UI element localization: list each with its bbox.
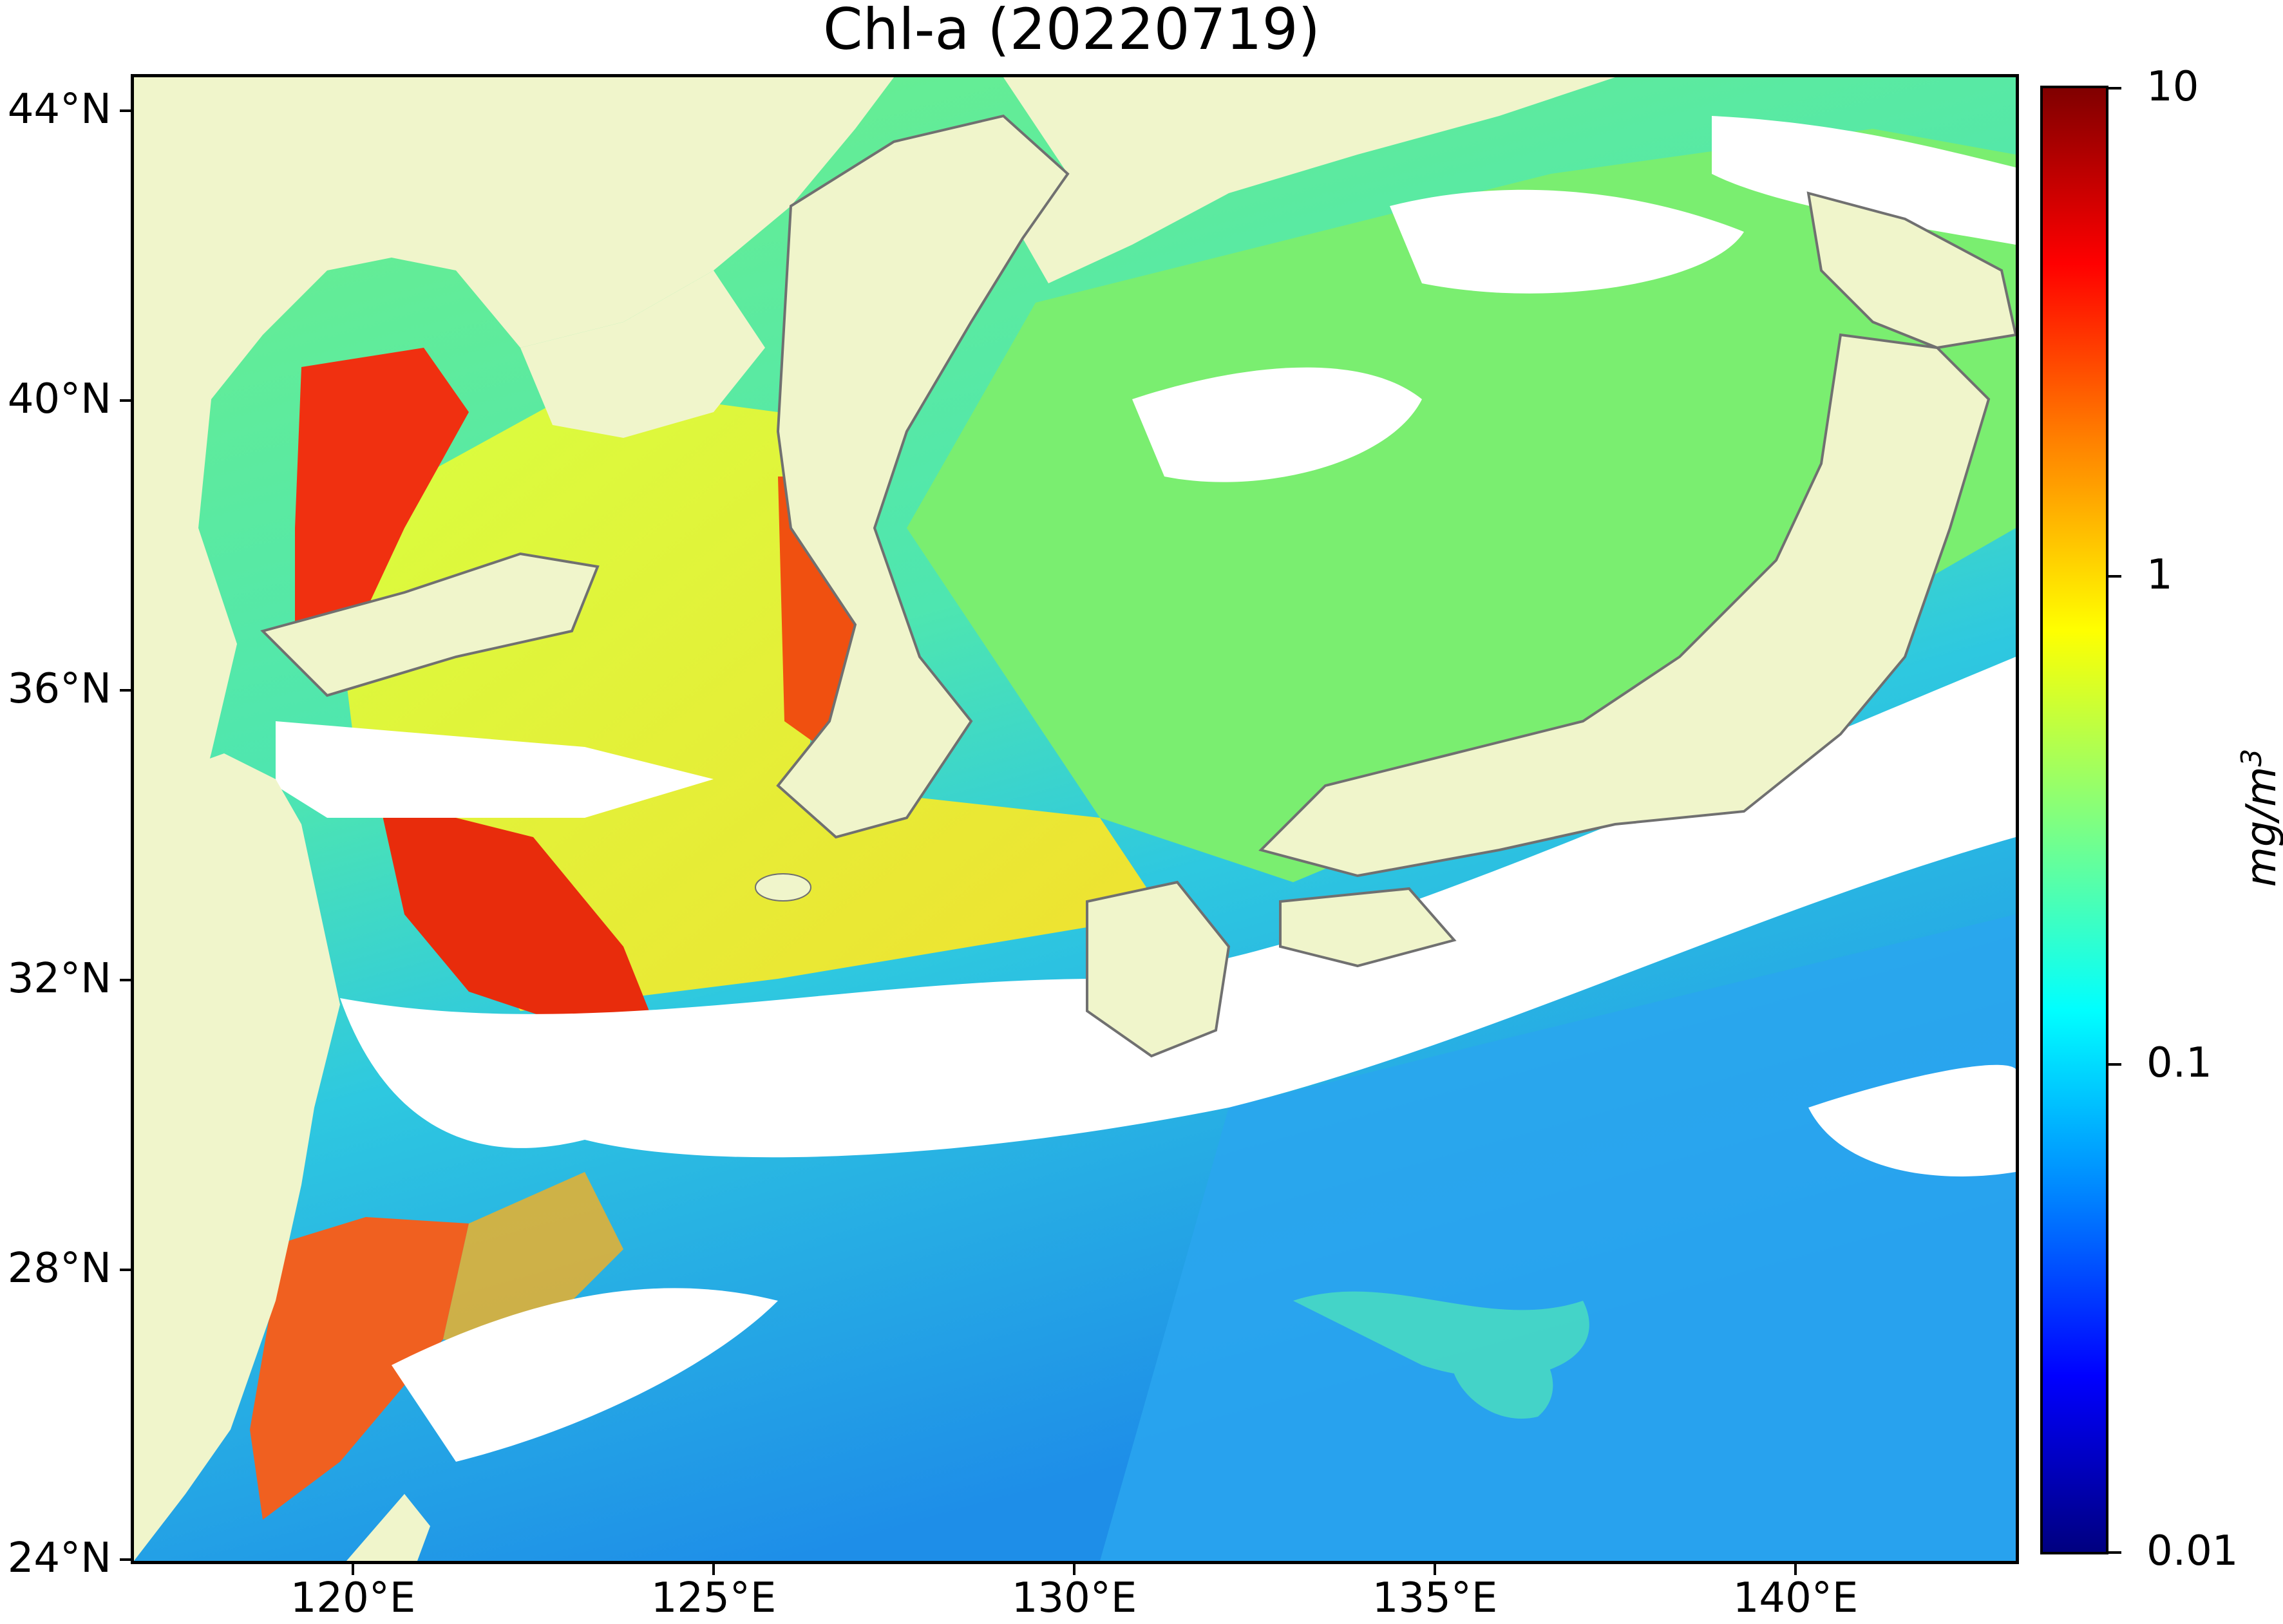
lat-tick-24n — [120, 1558, 131, 1561]
land-shikoku — [1280, 889, 1454, 966]
land-shandong — [263, 554, 598, 695]
changjiang-plume — [379, 798, 649, 1030]
lat-label-36n: 36°N — [7, 665, 111, 713]
lat-tick-44n — [120, 109, 131, 112]
colorbar-label-1: 1 — [2146, 551, 2173, 599]
lat-tick-36n — [120, 689, 131, 692]
unit-superscript: 3 — [2235, 748, 2268, 767]
lon-tick-130e — [1073, 1564, 1075, 1575]
cbar-tick-0-1 — [2108, 1063, 2121, 1066]
land-honshu — [1261, 335, 1989, 876]
lon-label-130e: 130°E — [1011, 1574, 1137, 1622]
coastal-orange-band — [443, 1172, 623, 1352]
lat-label-40n: 40°N — [7, 375, 111, 423]
lat-label-32n: 32°N — [7, 955, 111, 1003]
coastlines — [260, 114, 2016, 1058]
lon-tick-135e — [1434, 1564, 1436, 1575]
cbar-tick-10 — [2108, 87, 2121, 90]
land-china-coast — [134, 753, 340, 1561]
cloud-north-2 — [1712, 116, 2016, 245]
map-title: Chl-a (20220719) — [823, 0, 1320, 62]
land-liaodong — [520, 270, 765, 438]
colorbar — [2040, 86, 2108, 1554]
lat-tick-32n — [120, 979, 131, 981]
east-sea — [907, 129, 2016, 882]
lat-label-44n: 44°N — [7, 86, 111, 133]
colorbar-label-0-01: 0.01 — [2146, 1527, 2239, 1575]
land-russia-ne — [1003, 77, 1615, 283]
lon-label-135e: 135°E — [1372, 1574, 1498, 1622]
land-korea — [778, 116, 1068, 837]
lat-label-24n: 24°N — [7, 1534, 111, 1582]
cloud-south — [392, 1288, 778, 1462]
lon-tick-125e — [712, 1564, 715, 1575]
lat-label-28n: 28°N — [7, 1245, 111, 1292]
lon-label-140e: 140°E — [1732, 1574, 1859, 1622]
lon-label-120e: 120°E — [290, 1574, 416, 1622]
lon-tick-120e — [352, 1564, 354, 1575]
chlorophyll-map — [131, 74, 2019, 1564]
bohai-turbid — [295, 348, 469, 625]
land-taiwan-tip — [346, 1494, 430, 1561]
lat-tick-40n — [120, 399, 131, 402]
colorbar-label-0-1: 0.1 — [2146, 1039, 2212, 1087]
land-kyushu — [1087, 882, 1229, 1056]
cloud-southeast — [1808, 1064, 2016, 1176]
colorbar-unit-label: mg/m3 — [2235, 749, 2283, 887]
cloud-central — [1132, 367, 1422, 482]
zhejiang-coast — [250, 1217, 469, 1520]
cbar-tick-1 — [2108, 575, 2121, 578]
cloud-east-china — [276, 721, 714, 818]
cloud-north-1 — [1390, 189, 1744, 294]
subtropical-swirls — [1293, 1291, 1589, 1419]
unit-base: mg/m — [2238, 766, 2283, 887]
colorbar-label-10: 10 — [2146, 63, 2199, 111]
subtropical-low-chl — [1100, 914, 2016, 1561]
lat-tick-28n — [120, 1269, 131, 1271]
land-jeju — [756, 874, 810, 900]
land-china-north — [134, 77, 894, 850]
cbar-tick-0-01 — [2108, 1551, 2121, 1554]
lon-label-125e: 125°E — [650, 1574, 777, 1622]
cloud-band-main — [340, 657, 2016, 1158]
lon-tick-140e — [1794, 1564, 1797, 1575]
